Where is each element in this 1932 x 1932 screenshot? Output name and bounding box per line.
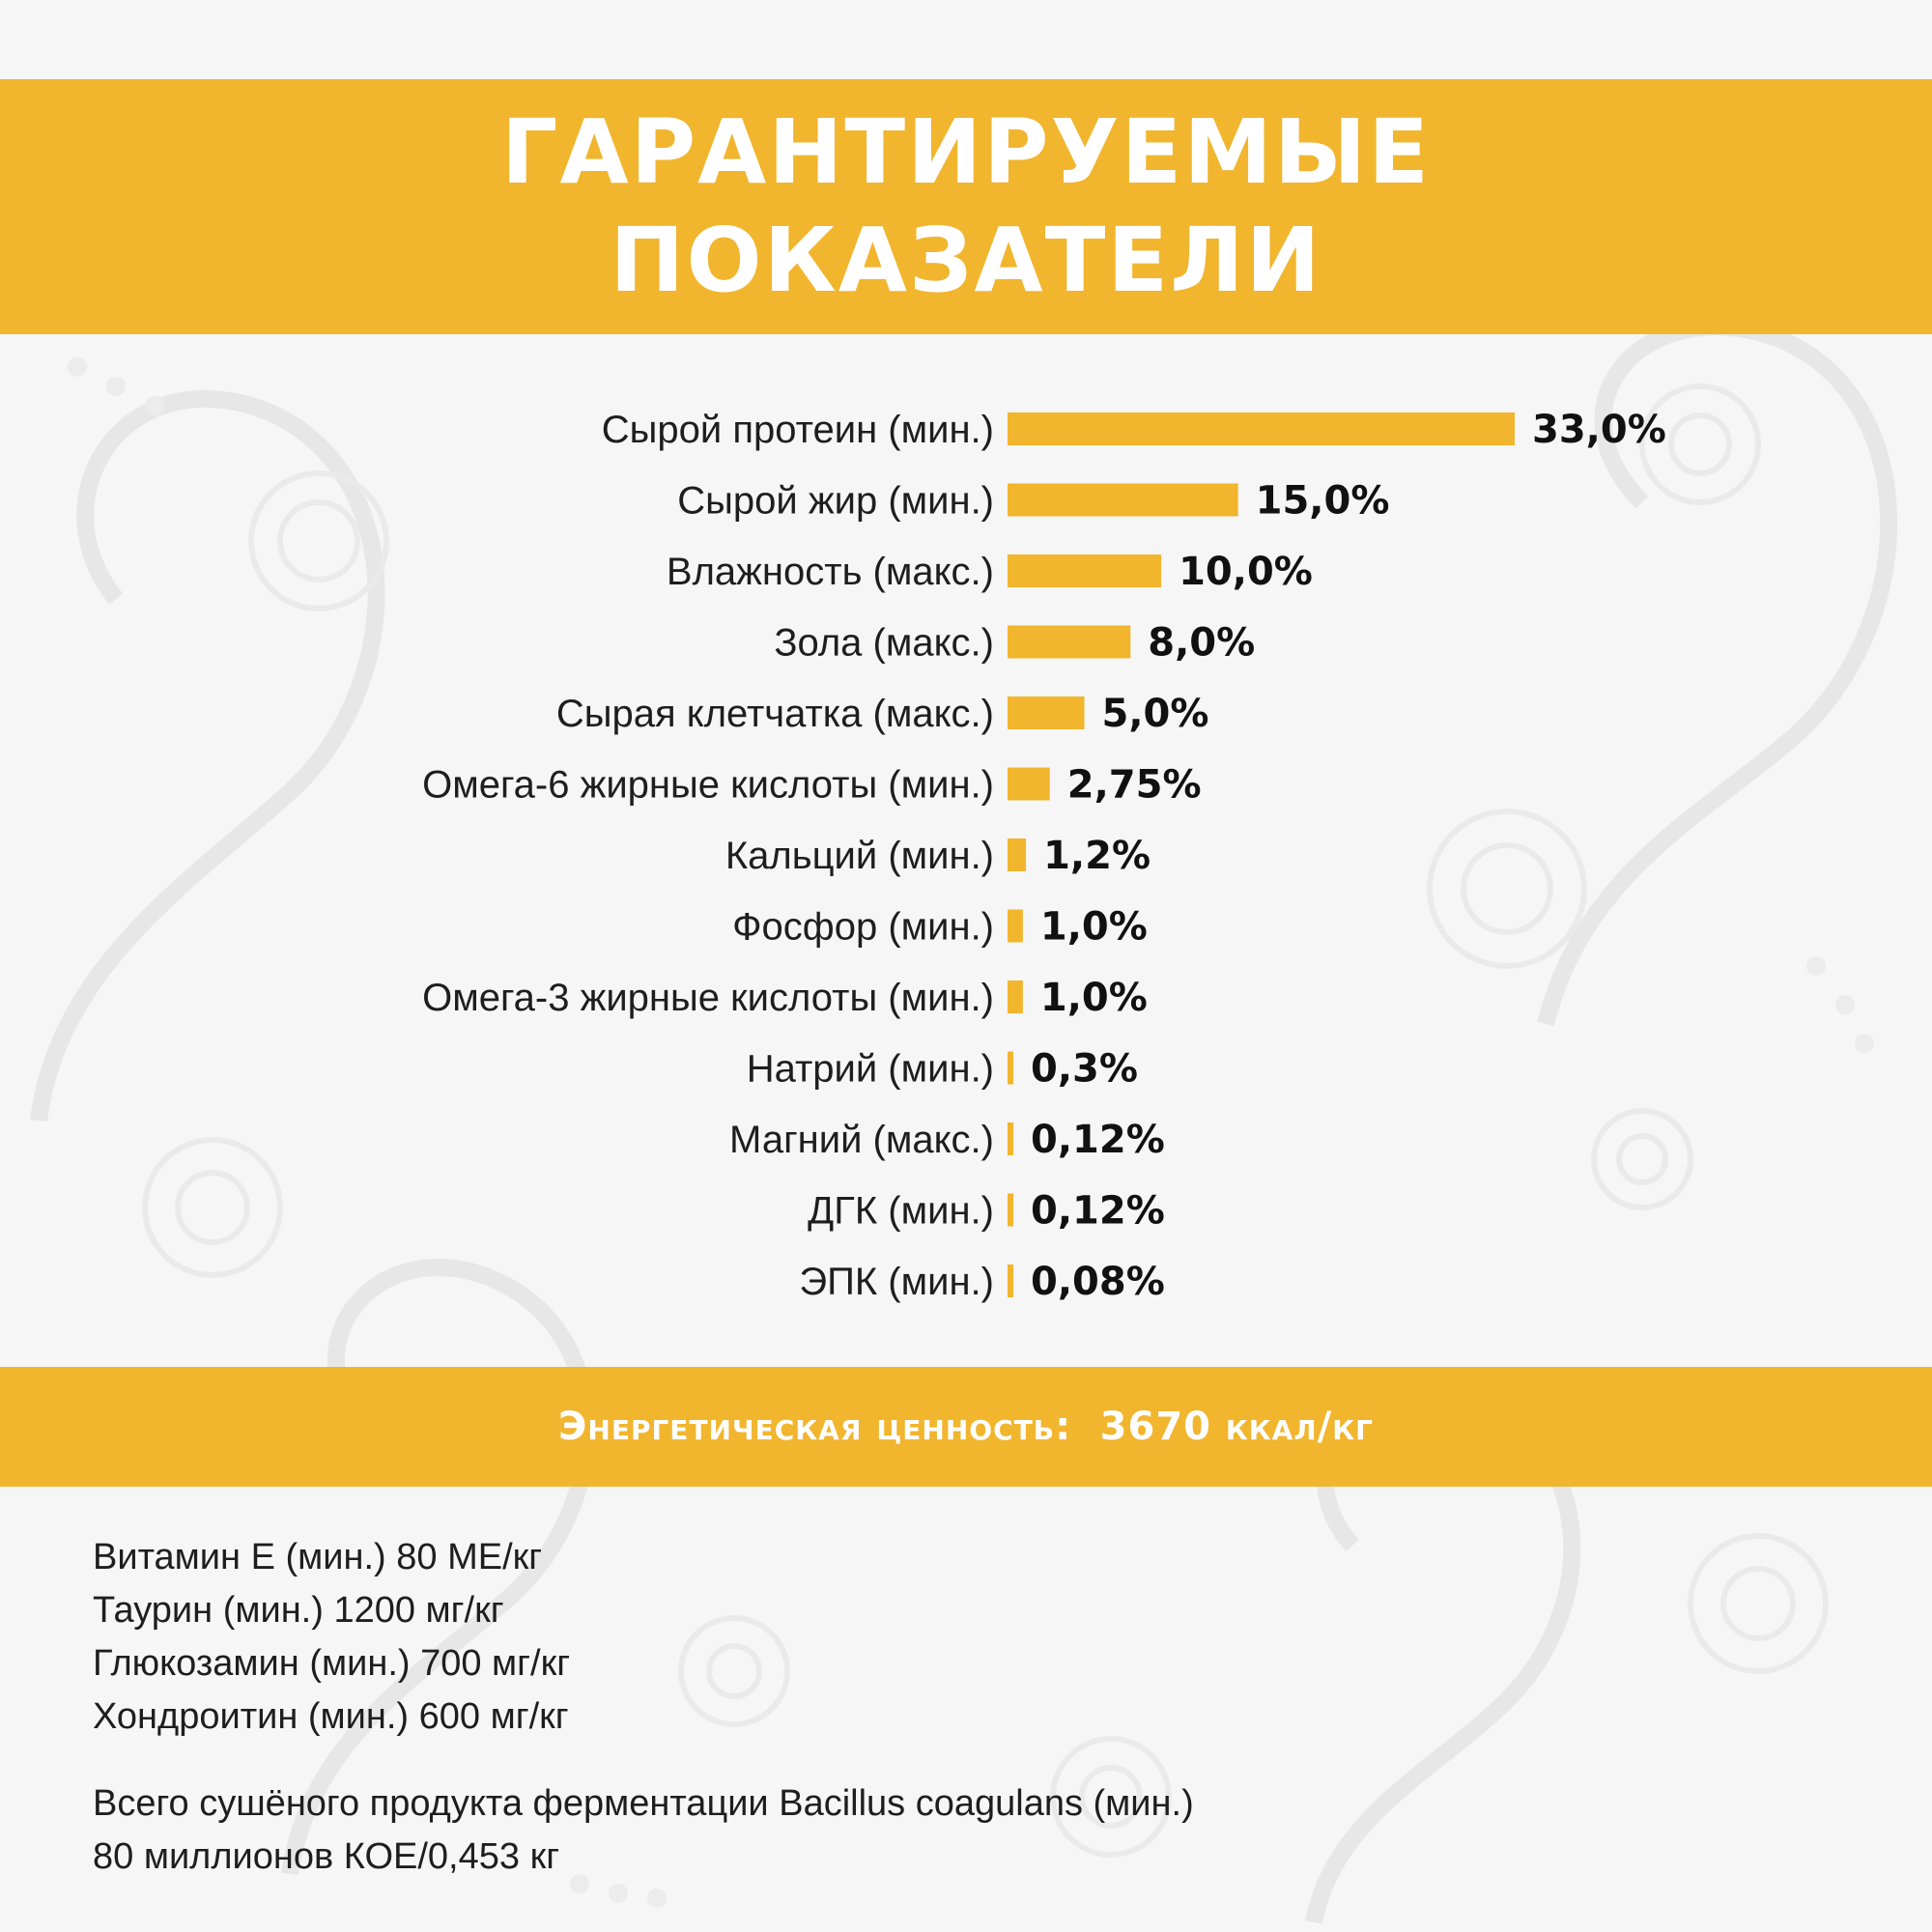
- bar: [1008, 1193, 1013, 1227]
- bar: [1008, 696, 1085, 729]
- supplement-item: Витамин Е (мин.) 80 МЕ/кг: [93, 1537, 543, 1577]
- bar-category-label: Сырой жир (мин.): [677, 480, 994, 523]
- nutrient-bar-chart: Сырой протеин (мин.) 33,0% Сырой жир (мин.…: [422, 408, 1666, 1304]
- supplement-item: Таурин (мин.) 1200 мг/кг: [93, 1590, 504, 1631]
- bar: [1008, 1122, 1013, 1155]
- supplements-list: Витамин Е (мин.) 80 МЕ/кг Таурин (мин.) …: [93, 1531, 570, 1744]
- page-title-line-1: ГАРАНТИРУЕМЫЕ: [500, 100, 1432, 204]
- energy-value: 3670 ккал/кг: [1099, 1405, 1374, 1449]
- bar-value-label: 1,0%: [1040, 976, 1148, 1020]
- bar-value-label: 5,0%: [1102, 692, 1209, 736]
- supplement-item: Хондроитин (мин.) 600 мг/кг: [93, 1696, 569, 1737]
- bar-value-label: 0,08%: [1031, 1260, 1165, 1304]
- bar-value-label: 8,0%: [1148, 621, 1255, 666]
- bar-category-label: Омега-3 жирные кислоты (мин.): [422, 977, 994, 1019]
- bar-value-label: 10,0%: [1179, 550, 1313, 594]
- bar-category-label: Натрий (мин.): [747, 1048, 994, 1091]
- bar: [1008, 838, 1027, 871]
- bar-value-label: 1,2%: [1043, 834, 1151, 878]
- bar-value-label: 33,0%: [1532, 408, 1666, 452]
- bar: [1008, 909, 1023, 943]
- bar-category-label: Фосфор (мин.): [732, 906, 994, 949]
- bar-value-label: 15,0%: [1256, 479, 1390, 524]
- bar: [1008, 554, 1162, 587]
- probiotic-note: Всего сушёного продукта ферментации Baci…: [93, 1777, 1194, 1884]
- energy-value-line: Энергетическая ценность: 3670 ккал/кг: [558, 1405, 1374, 1449]
- bar-category-label: Омега-6 жирные кислоты (мин.): [422, 764, 994, 807]
- bar: [1008, 625, 1131, 659]
- bar: [1008, 483, 1238, 517]
- probiotic-line-2: 80 миллионов КОЕ/0,453 кг: [93, 1836, 560, 1877]
- bar-category-label: Сырой протеин (мин.): [602, 409, 994, 451]
- bar-value-label: 0,12%: [1031, 1189, 1165, 1234]
- bar-value-label: 2,75%: [1067, 763, 1202, 808]
- bar: [1008, 1264, 1013, 1297]
- bar: [1008, 1051, 1013, 1085]
- bar-category-label: Кальций (мин.): [725, 835, 994, 877]
- probiotic-line-1: Всего сушёного продукта ферментации Baci…: [93, 1783, 1194, 1824]
- bar-value-label: 0,3%: [1031, 1047, 1138, 1092]
- bar-category-label: Сырая клетчатка (макс.): [556, 693, 994, 735]
- bar: [1008, 980, 1023, 1013]
- energy-label: Энергетическая ценность:: [558, 1405, 1072, 1449]
- bar-value-label: 1,0%: [1040, 905, 1148, 950]
- bar-value-label: 0,12%: [1031, 1118, 1165, 1162]
- bar-category-label: ДГК (мин.): [808, 1190, 994, 1233]
- bar: [1008, 767, 1050, 801]
- bar: [1008, 412, 1515, 445]
- title-banner: ГАРАНТИРУЕМЫЕ ПОКАЗАТЕЛИ: [0, 79, 1932, 334]
- bar-category-label: Магний (макс.): [729, 1119, 994, 1161]
- energy-banner: Энергетическая ценность: 3670 ккал/кг: [0, 1367, 1932, 1487]
- bar-category-label: Влажность (макс.): [667, 551, 994, 593]
- supplement-item: Глюкозамин (мин.) 700 мг/кг: [93, 1643, 571, 1684]
- bar-category-label: Зола (макс.): [774, 622, 994, 665]
- page-title-line-2: ПОКАЗАТЕЛИ: [610, 209, 1322, 312]
- bar-category-label: ЭПК (мин.): [799, 1261, 994, 1303]
